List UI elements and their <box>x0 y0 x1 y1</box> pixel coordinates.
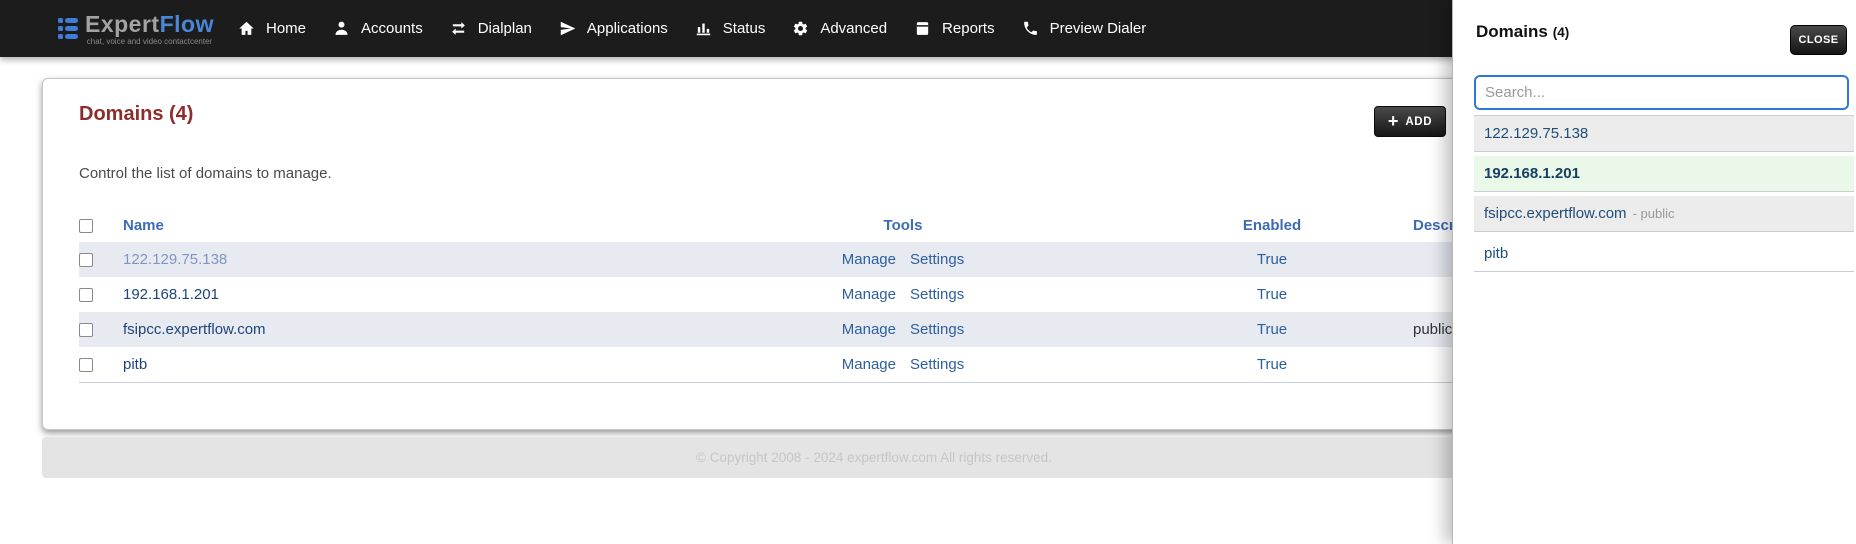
nav-item-label: Accounts <box>361 20 423 37</box>
list-item-label: pitb <box>1484 245 1509 262</box>
close-button[interactable]: CLOSE <box>1790 25 1847 55</box>
table-row: 192.168.1.201 Manage Settings True <box>79 277 1707 312</box>
domain-name-link[interactable]: 122.129.75.138 <box>123 250 228 268</box>
row-checkbox[interactable] <box>79 357 93 372</box>
list-item[interactable]: 192.168.1.201 <box>1474 156 1854 192</box>
search-input[interactable] <box>1474 75 1849 110</box>
settings-link[interactable]: Settings <box>910 356 965 373</box>
column-header-name: Name <box>123 217 164 234</box>
nav-item-label: Reports <box>942 20 995 37</box>
settings-link[interactable]: Settings <box>910 286 965 303</box>
column-header-tools: Tools <box>883 217 923 234</box>
nav-item-advanced[interactable]: Advanced <box>792 20 887 37</box>
domain-name-link[interactable]: 192.168.1.201 <box>123 285 219 303</box>
nav-menu: Home Accounts Dialplan Applications Stat… <box>238 20 1146 37</box>
enabled-value: True <box>1256 355 1288 373</box>
swap-arrows-icon <box>450 20 467 37</box>
list-item-label: 192.168.1.201 <box>1484 165 1580 182</box>
gear-icon <box>792 20 809 37</box>
list-item-label: 122.129.75.138 <box>1484 125 1589 142</box>
nav-item-label: Status <box>722 20 766 37</box>
user-icon <box>333 20 350 37</box>
paper-plane-icon <box>559 20 576 37</box>
manage-link[interactable]: Manage <box>841 251 896 268</box>
page-description: Control the list of domains to manage. <box>79 165 332 182</box>
row-checkbox[interactable] <box>79 287 93 302</box>
expertflow-logo[interactable]: ExpertFlow chat, voice and video contact… <box>58 12 214 46</box>
list-item[interactable]: 122.129.75.138 <box>1474 116 1854 152</box>
logo-word-flow: Flow <box>159 10 214 37</box>
list-item-label: fsipcc.expertflow.com <box>1484 205 1627 222</box>
row-checkbox[interactable] <box>79 252 93 267</box>
nav-item-label: Home <box>265 20 306 37</box>
plus-icon: + <box>1387 110 1399 131</box>
copyright-footer: © Copyright 2008 - 2024 expertflow.com A… <box>42 437 1706 478</box>
bar-chart-icon <box>695 20 712 37</box>
domain-name-link[interactable]: pitb <box>123 355 148 373</box>
settings-link[interactable]: Settings <box>910 321 965 338</box>
panel-domain-list: 122.129.75.138 192.168.1.201 fsipcc.expe… <box>1474 115 1854 276</box>
manage-link[interactable]: Manage <box>841 286 896 303</box>
nav-item-reports[interactable]: Reports <box>914 20 995 37</box>
nav-item-status[interactable]: Status <box>695 20 766 37</box>
nav-item-label: Advanced <box>820 20 888 37</box>
nav-item-dialplan[interactable]: Dialplan <box>450 20 532 37</box>
nav-item-home[interactable]: Home <box>238 20 306 37</box>
domains-side-panel: Domains (4) CLOSE 122.129.75.138 192.168.… <box>1452 0 1856 544</box>
phone-icon <box>1022 20 1039 37</box>
domains-card: Domains (4) Control the list of domains … <box>42 78 1707 430</box>
nav-item-label: Applications <box>586 20 668 37</box>
enabled-value: True <box>1256 285 1288 303</box>
add-button[interactable]: + ADD <box>1374 106 1446 137</box>
enabled-value: True <box>1256 320 1288 338</box>
logo-word-expert: Expert <box>85 10 160 37</box>
domains-table: Name Tools Enabled Description 122.129.7… <box>79 209 1707 383</box>
list-item[interactable]: fsipcc.expertflow.com - public <box>1474 196 1854 232</box>
table-row: pitb Manage Settings True <box>79 347 1707 382</box>
description-value: public <box>1413 320 1453 338</box>
table-row: 122.129.75.138 Manage Settings True <box>79 242 1707 277</box>
nav-item-label: Dialplan <box>477 20 532 37</box>
panel-title: Domains (4) <box>1476 22 1569 42</box>
logo-tagline: chat, voice and video contactcenter <box>86 36 213 46</box>
column-header-enabled: Enabled <box>1242 217 1302 234</box>
book-icon <box>914 20 931 37</box>
nav-item-preview-dialer[interactable]: Preview Dialer <box>1022 20 1147 37</box>
table-row: fsipcc.expertflow.com Manage Settings Tr… <box>79 312 1707 347</box>
expertflow-logo-icon <box>58 18 78 39</box>
list-item-suffix: - public <box>1632 206 1675 221</box>
select-all-checkbox[interactable] <box>79 218 93 233</box>
nav-item-applications[interactable]: Applications <box>559 20 668 37</box>
enabled-value: True <box>1256 250 1288 268</box>
list-item[interactable]: pitb <box>1474 236 1854 272</box>
nav-item-accounts[interactable]: Accounts <box>333 20 423 37</box>
domain-name-link[interactable]: fsipcc.expertflow.com <box>123 320 266 338</box>
page-title: Domains (4) <box>79 103 194 125</box>
manage-link[interactable]: Manage <box>841 356 896 373</box>
home-icon <box>238 20 255 37</box>
logo-text: ExpertFlow chat, voice and video contact… <box>85 12 214 46</box>
panel-title-text: Domains <box>1476 22 1548 41</box>
nav-item-label: Preview Dialer <box>1049 20 1147 37</box>
add-button-label: ADD <box>1405 115 1433 128</box>
settings-link[interactable]: Settings <box>910 251 965 268</box>
row-checkbox[interactable] <box>79 322 93 337</box>
panel-title-count: (4) <box>1552 25 1570 40</box>
manage-link[interactable]: Manage <box>841 321 896 338</box>
